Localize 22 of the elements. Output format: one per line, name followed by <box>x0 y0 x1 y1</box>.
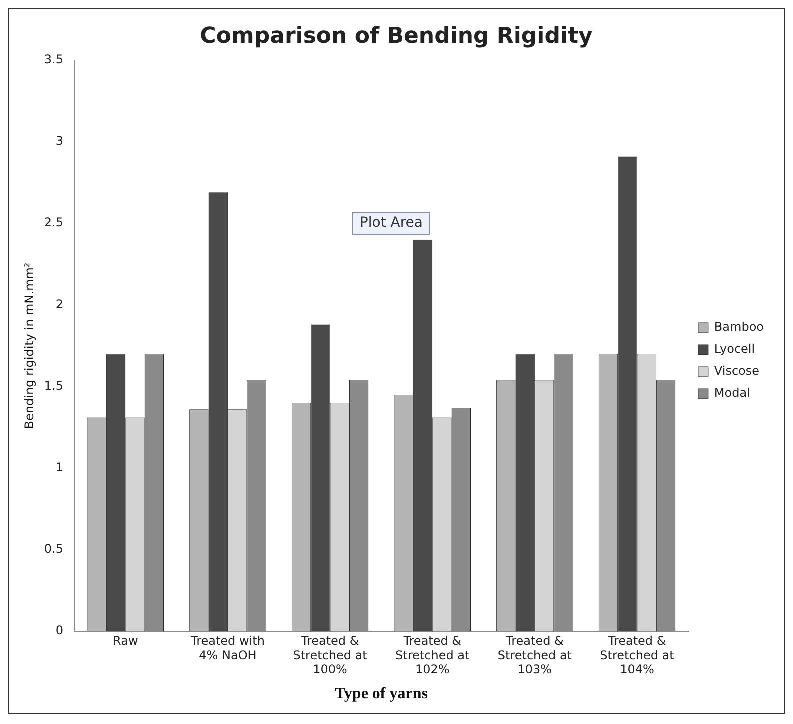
legend-label: Viscose <box>714 364 760 378</box>
y-tick-label: 0 <box>56 624 64 638</box>
x-tick-label: Raw <box>113 634 138 648</box>
x-tick-label: Treated & Stretched at 104% <box>600 634 675 677</box>
legend-label: Lyocell <box>714 342 756 356</box>
y-tick-label: 3.5 <box>44 52 64 67</box>
y-tick-label: 1.5 <box>44 378 64 393</box>
x-tick-label: Treated with 4% NaOH <box>190 634 265 662</box>
legend-label: Modal <box>714 386 750 400</box>
y-axis-title: Bending rigidity in mN.mm² <box>22 262 36 430</box>
x-tick-label: Treated & Stretched at 102% <box>396 634 470 677</box>
annotation: Plot Area <box>360 215 423 232</box>
x-tick-label: Treated & Stretched at 103% <box>498 634 572 677</box>
y-tick-label: 2 <box>56 297 64 312</box>
y-tick-label: 0.5 <box>44 542 64 556</box>
chart-title: Comparison of Bending Rigidity <box>200 24 593 49</box>
y-tick-label: 1 <box>56 460 64 475</box>
legend-label: Bamboo <box>714 320 764 334</box>
x-tick-label: Treated & Stretched at 100% <box>293 634 368 677</box>
x-axis-title: Type of yarns <box>334 686 428 703</box>
y-tick-label: 3 <box>56 134 64 148</box>
y-tick-label: 2.5 <box>44 216 64 230</box>
